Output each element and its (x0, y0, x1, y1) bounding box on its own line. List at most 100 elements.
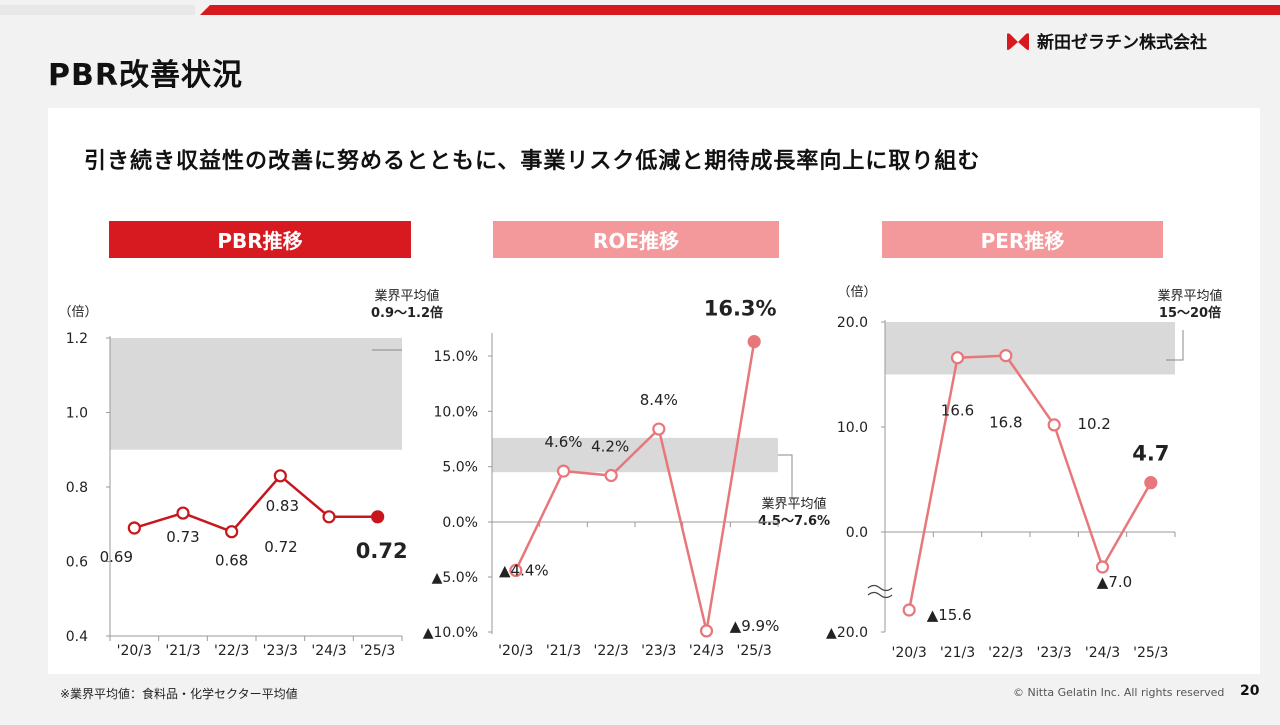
per-x-tick-label: '24/3 (1085, 645, 1120, 661)
roe-y-tick-label: 10.0% (434, 404, 478, 420)
pbr-data-point (273, 469, 287, 483)
per-y-tick-label: 0.0 (846, 525, 868, 541)
page-number: 20 (1240, 683, 1260, 699)
per-data-point (902, 603, 916, 617)
per-data-label: 16.6 (941, 402, 974, 420)
roe-x-tick-label: '21/3 (546, 643, 581, 659)
roe-data-point (604, 468, 618, 483)
per-x-tick-label: '23/3 (1037, 645, 1072, 661)
roe-data-label: 16.3% (704, 297, 777, 321)
per-unit-label: （倍） (837, 285, 876, 300)
per-y-tick-label: 20.0 (837, 315, 868, 331)
per-x-tick-label: '20/3 (892, 645, 927, 661)
per-data-label: 10.2 (1077, 415, 1110, 433)
roe-y-tick-label: 0.0% (442, 515, 478, 531)
pbr-x-tick-label: '22/3 (214, 643, 249, 659)
top-accent-bar-shape (0, 5, 1280, 15)
roe-x-tick-label: '25/3 (737, 643, 772, 659)
roe-industry-band (492, 437, 778, 473)
pbr-data-label: 0.72 (356, 539, 408, 563)
pbr-x-tick-label: '23/3 (263, 643, 298, 659)
per-industry-band (885, 322, 1175, 375)
footnote: ※業界平均値：食料品・化学セクター平均値 (60, 687, 298, 701)
pbr-y-tick-label: 0.8 (66, 480, 88, 496)
top-accent-bar (0, 0, 1280, 15)
roe-data-point (747, 335, 761, 349)
roe-data-point (652, 422, 666, 436)
per-data-label: ▲15.6 (927, 606, 972, 624)
pbr-data-point (176, 506, 190, 520)
pbr-y-tick-label: 1.2 (66, 331, 88, 347)
roe-x-tick-label: '24/3 (689, 643, 724, 659)
per-data-point (999, 349, 1013, 363)
pbr-y-tick-label: 0.4 (66, 629, 88, 645)
per-band-value-label: 15～20倍 (1159, 305, 1221, 321)
roe-y-tick-label: ▲10.0% (423, 625, 478, 641)
per-data-point (1144, 476, 1158, 490)
roe-y-tick-label: ▲5.0% (432, 570, 478, 586)
page-title: PBR改善状況 (48, 58, 243, 93)
pbr-x-tick-label: '20/3 (117, 643, 152, 659)
roe-data-point (699, 624, 714, 638)
per-series-line (907, 354, 1152, 611)
pbr-unit-label: （倍） (58, 305, 97, 320)
page-subtitle: 引き続き収益性の改善に努めるとともに、事業リスク低減と期待成長率向上に取り組む (84, 149, 981, 174)
per-x-tick-label: '22/3 (988, 645, 1023, 661)
pbr-series-line (133, 474, 378, 534)
per-y-tick-label: 10.0 (837, 420, 868, 436)
pbr-data-point (371, 510, 385, 524)
pbr-data-label: 0.83 (266, 497, 299, 515)
pbr-x-tick-label: '24/3 (311, 643, 346, 659)
pbr-data-label: 0.68 (215, 552, 248, 570)
roe-data-point (509, 563, 523, 578)
per-data-point (1095, 560, 1110, 574)
per-data-label: ▲7.0 (1097, 573, 1132, 591)
pbr-data-label: 0.72 (264, 538, 297, 556)
roe-data-label: ▲4.4% (499, 561, 549, 579)
roe-chart-header: ROE推移 (493, 221, 779, 258)
roe-series-line (514, 341, 756, 632)
pbr-data-label: 0.73 (166, 528, 199, 546)
pbr-data-point (127, 521, 141, 535)
pbr-band-label: 業界平均値 (374, 288, 439, 304)
roe-band-value-label: 4.5～7.6% (758, 514, 830, 529)
roe-y-tick-label: 5.0% (442, 460, 478, 476)
per-x-tick-label: '25/3 (1133, 645, 1168, 661)
pbr-x-tick-label: '21/3 (165, 643, 200, 659)
roe-data-label: 8.4% (640, 391, 678, 409)
roe-y-tick-label: 15.0% (434, 349, 478, 365)
roe-x-tick-label: '20/3 (498, 643, 533, 659)
roe-x-tick-label: '23/3 (641, 643, 676, 659)
copyright: © Nitta Gelatin Inc. All rights reserved (1013, 686, 1225, 699)
pbr-data-point (225, 525, 239, 539)
roe-data-point (556, 464, 571, 478)
per-x-tick-label: '21/3 (940, 645, 975, 661)
pbr-band-value-label: 0.9～1.2倍 (371, 305, 443, 321)
pbr-x-tick-label: '25/3 (360, 643, 395, 659)
per-band-connector (1166, 330, 1184, 361)
roe-band-label: 業界平均値 (761, 496, 826, 512)
pbr-data-label: 0.69 (100, 548, 133, 566)
pbr-chart-header: PBR推移 (109, 221, 411, 258)
per-y-tick-label: ▲20.0 (826, 625, 868, 641)
roe-data-label: 4.6% (544, 433, 582, 451)
roe-band-connector (778, 454, 793, 500)
pbr-industry-band (110, 338, 402, 450)
roe-data-label: ▲9.9% (730, 617, 780, 635)
roe-x-tick-label: '22/3 (594, 643, 629, 659)
pbr-y-tick-label: 0.6 (66, 555, 88, 571)
per-axis-break-icon (867, 584, 893, 599)
per-band-label: 業界平均値 (1157, 288, 1222, 304)
per-data-point (950, 351, 965, 365)
logo-text: 新田ゼラチン株式会社 (1037, 33, 1207, 53)
company-logo: 新田ゼラチン株式会社 (1005, 28, 1207, 53)
per-data-label: 16.8 (989, 414, 1022, 432)
logo-mark-icon (1007, 32, 1029, 50)
pbr-y-tick-label: 1.0 (66, 406, 88, 422)
per-data-point (1047, 418, 1061, 432)
per-data-label: 4.7 (1132, 442, 1169, 466)
pbr-data-point (322, 510, 336, 524)
per-chart-header: PER推移 (882, 221, 1163, 258)
roe-data-label: 4.2% (591, 438, 629, 456)
